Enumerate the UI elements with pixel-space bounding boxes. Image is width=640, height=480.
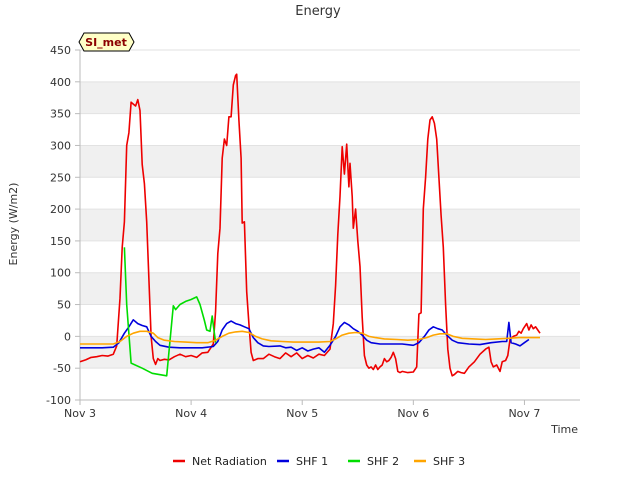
series-line-net-radiation	[79, 73, 541, 377]
y-ticks: -100 -50 0 50 100 150 200 250 300 350 400 450	[46, 44, 80, 407]
y-tick-label: 300	[50, 139, 71, 152]
y-axis-title: Energy (W/m2)	[7, 183, 20, 266]
series-line-shf-1	[80, 319, 530, 354]
chart-title: Energy	[295, 4, 341, 19]
grid-band	[80, 209, 580, 241]
x-tick-label: Nov 6	[397, 407, 429, 420]
y-tick-label: 450	[50, 44, 71, 57]
legend-label-shf-1: SHF 1	[296, 455, 328, 468]
grid-band	[80, 145, 580, 178]
station-badge-label: SI_met	[85, 36, 127, 49]
y-tick-label: 150	[50, 235, 71, 248]
y-tick-label: 250	[50, 171, 71, 184]
series-line-shf-2	[123, 247, 217, 377]
series-line-shf-3	[80, 330, 540, 345]
legend: Net Radiation SHF 1 SHF 2 SHF 3	[173, 455, 465, 468]
x-tick-label: Nov 3	[64, 407, 96, 420]
legend-label-net-radiation: Net Radiation	[192, 455, 267, 468]
chart-axes	[79, 50, 580, 401]
grid-band	[80, 272, 580, 305]
series-lines	[79, 73, 541, 377]
legend-label-shf-2: SHF 2	[367, 455, 399, 468]
y-tick-label: 200	[50, 203, 71, 216]
y-tick-label: -100	[46, 394, 71, 407]
y-tick-label: 50	[57, 299, 71, 312]
y-tick-label: 100	[50, 267, 71, 280]
legend-label-shf-3: SHF 3	[433, 455, 465, 468]
station-badge-box	[78, 32, 135, 52]
x-tick-label: Nov 7	[508, 407, 540, 420]
x-ticks: Nov 3 Nov 4 Nov 5 Nov 6 Nov 7	[64, 400, 540, 420]
x-tick-label: Nov 4	[175, 407, 207, 420]
y-tick-label: 0	[64, 330, 71, 343]
y-tick-label: 400	[50, 76, 71, 89]
y-tick-label: 350	[50, 108, 71, 121]
grid-band	[80, 81, 580, 114]
x-axis-title: Time	[550, 423, 578, 436]
x-tick-label: Nov 5	[286, 407, 318, 420]
station-badge: SI_met	[78, 32, 135, 52]
y-tick-label: -50	[53, 362, 71, 375]
